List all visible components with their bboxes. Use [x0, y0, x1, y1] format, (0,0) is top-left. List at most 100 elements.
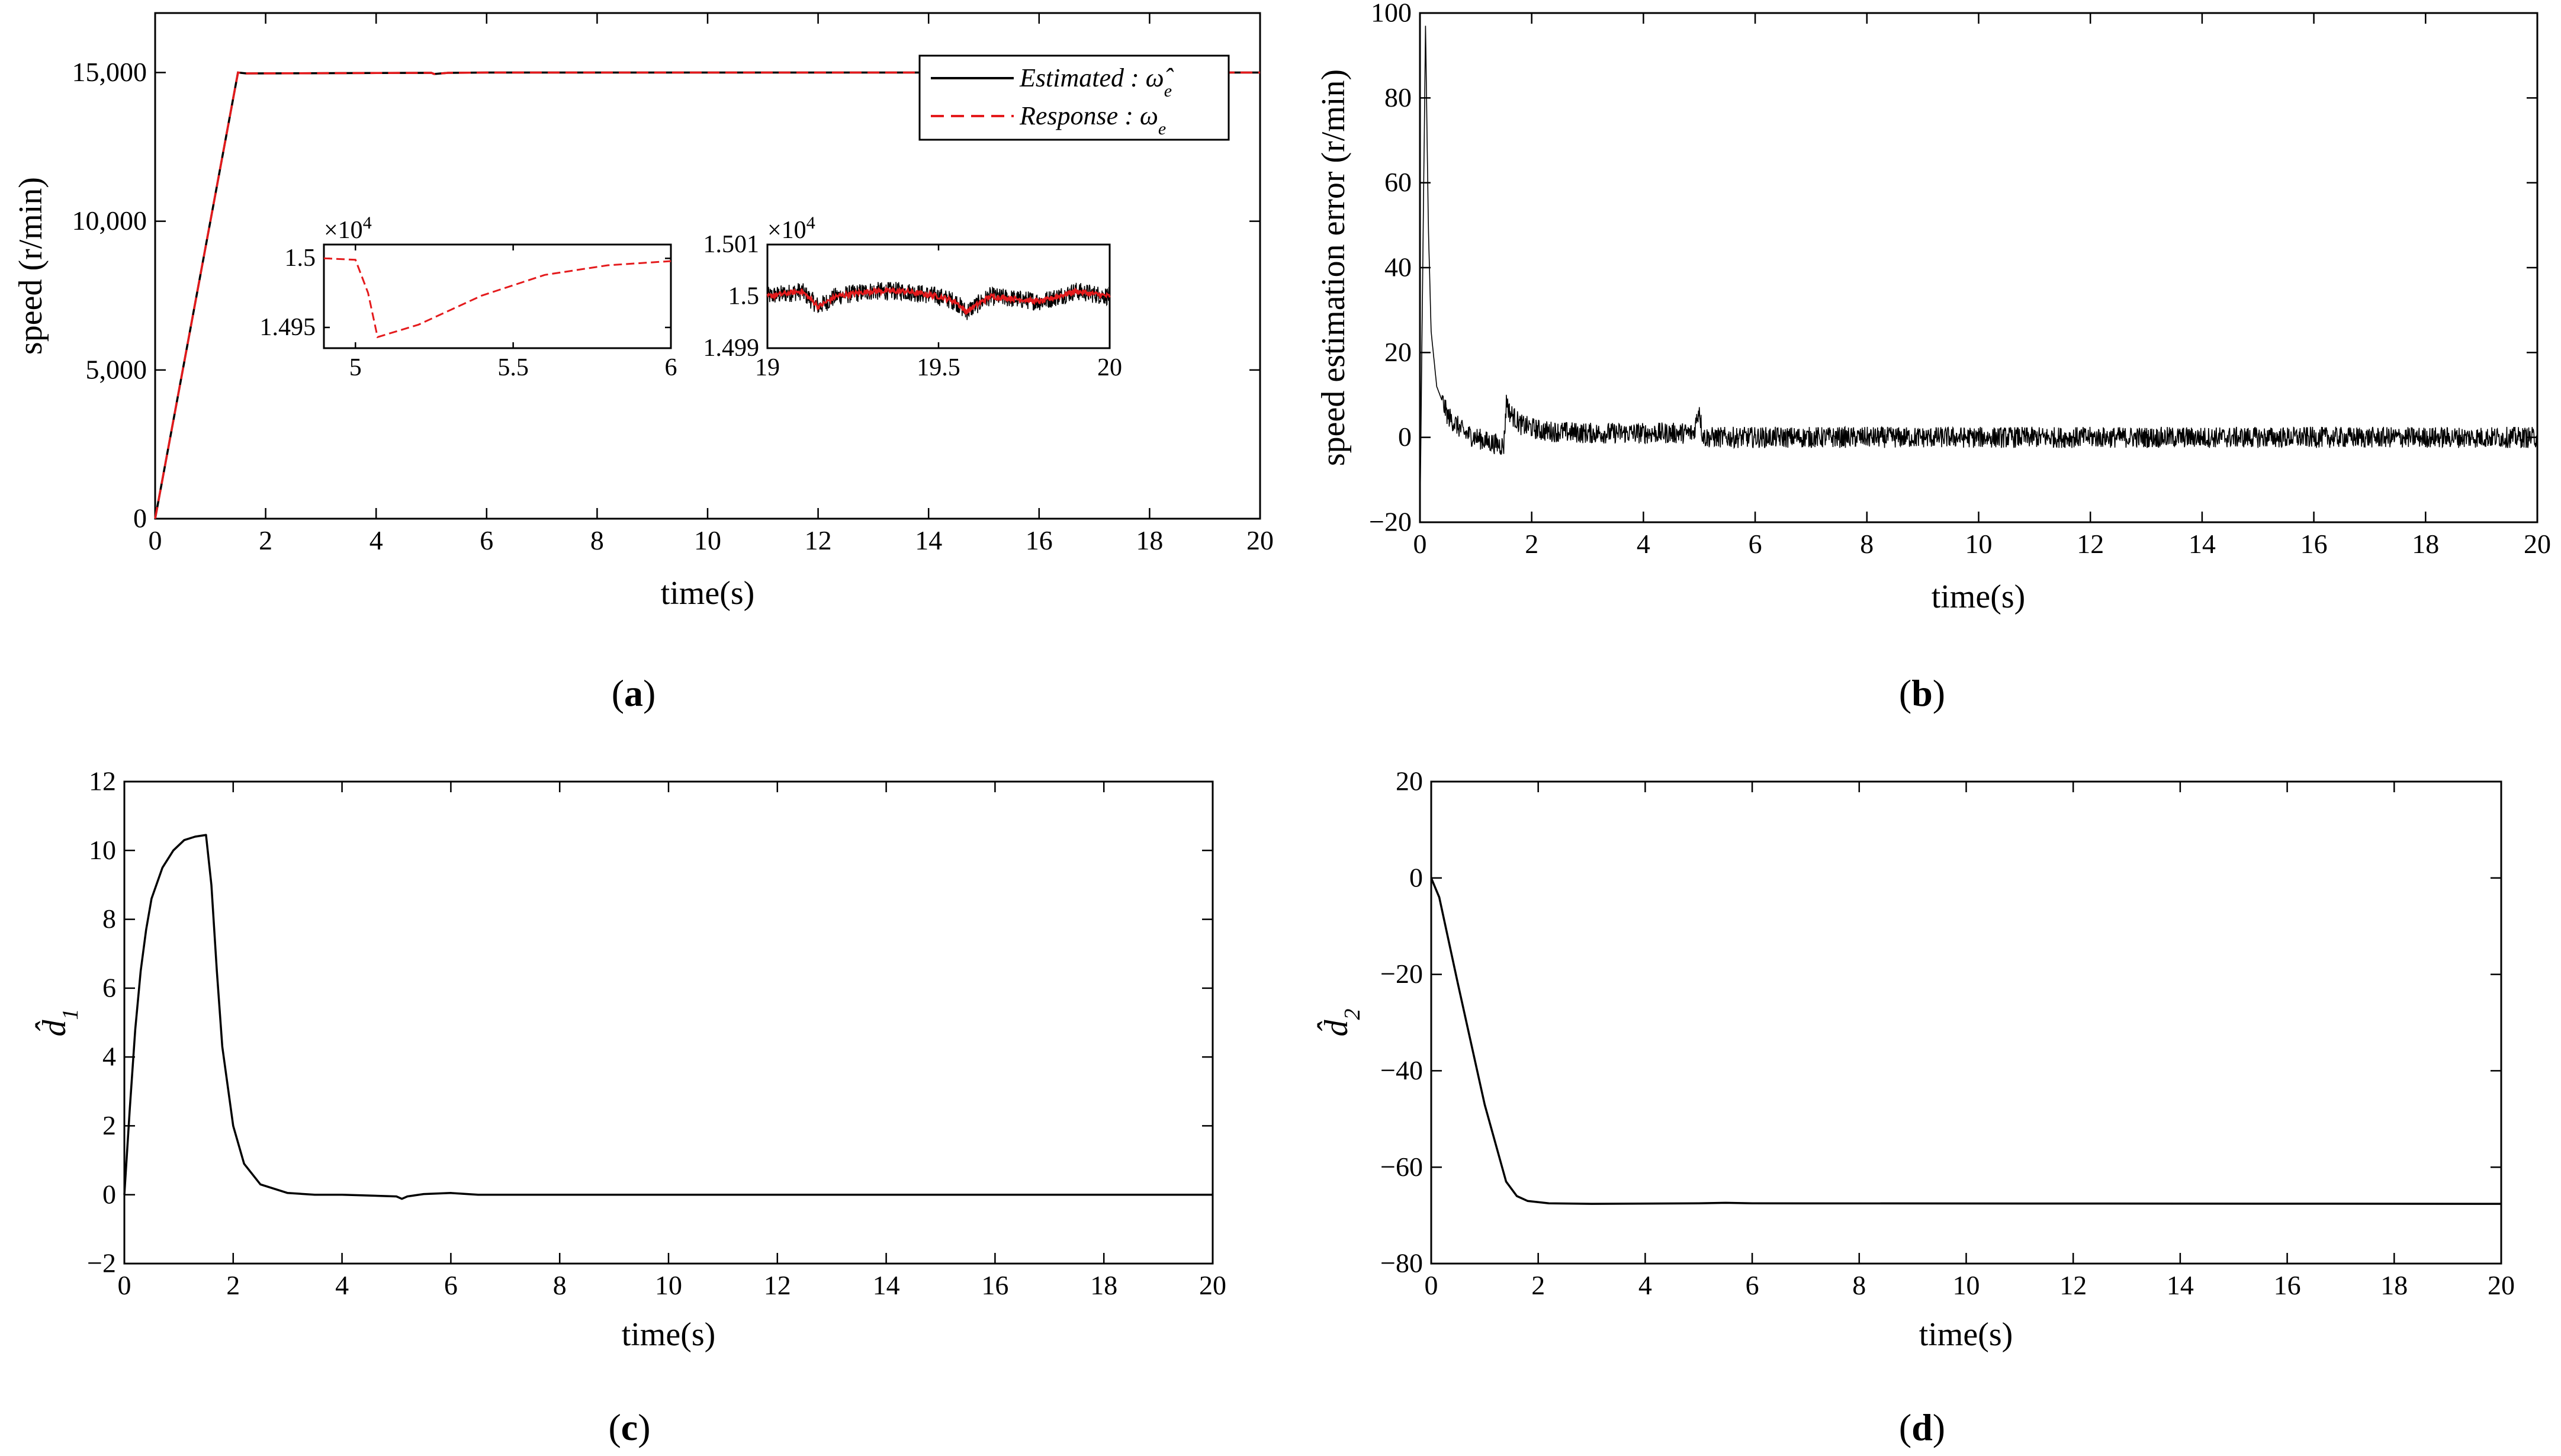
- panel-c-y-tick-label: 8: [102, 904, 116, 934]
- panel-c-x-tick-label: 12: [764, 1270, 791, 1300]
- panel-b-x-ticks: 0 2 4 6 8 10 12 14 16 18 20: [1413, 13, 2551, 559]
- panel-b-y-ticks: −20 0 20 40 60 80 100: [1369, 0, 2537, 537]
- inset-2-response-line: [766, 285, 1111, 315]
- panel-c-y-ticks: −2 0 2 4 6 8 10 12: [87, 766, 1213, 1278]
- caption-a: (a): [612, 672, 656, 714]
- panel-d-y-tick-label: −80: [1380, 1248, 1423, 1278]
- panel-d-x-tick-label: 14: [2167, 1270, 2194, 1300]
- panel-c-y-tick-label: 0: [102, 1179, 116, 1209]
- panel-c-y-tick-label: 2: [102, 1110, 116, 1140]
- caption-c: (c): [608, 1406, 650, 1448]
- inset-2-x-tick-label: 20: [1097, 354, 1122, 381]
- panel-d-y-tick-label: 20: [1396, 766, 1423, 796]
- panel-b-y-tick-label: 20: [1384, 337, 1412, 367]
- panel-a-inset-1: 5 5.5 6 1.495 1.5 ×104: [260, 213, 677, 382]
- panel-d-plot-area: [1430, 780, 2502, 1265]
- panel-b-y-tick-label: −20: [1369, 507, 1412, 537]
- inset-2-series: [766, 282, 1111, 320]
- panel-a-x-tick-label: 10: [694, 525, 721, 555]
- panel-d-x-tick-label: 20: [2488, 1270, 2515, 1300]
- panel-b-y-tick-label: 40: [1384, 252, 1412, 282]
- panel-d-x-tick-label: 2: [1531, 1270, 1545, 1300]
- panel-d-x-axis-label: time(s): [1919, 1316, 2013, 1353]
- inset-2-x-tick-label: 19: [755, 354, 780, 381]
- panel-c-y-axis-label: d̂1: [35, 1009, 83, 1037]
- panel-b-x-tick-label: 12: [2077, 529, 2104, 559]
- series-response-line: [154, 71, 1260, 519]
- panel-d-series: [1430, 878, 2502, 1205]
- inset-1-multiplier: ×104: [324, 213, 372, 245]
- panel-b-x-tick-label: 2: [1525, 529, 1538, 559]
- panel-b-series: [1419, 25, 2538, 523]
- panel-a-x-tick-label: 0: [149, 525, 162, 555]
- panel-d-x-tick-label: 10: [1953, 1270, 1980, 1300]
- panel-a-x-axis-label: time(s): [661, 575, 755, 612]
- panel-b-x-tick-label: 16: [2300, 529, 2328, 559]
- panel-c-x-tick-label: 20: [1199, 1270, 1226, 1300]
- panel-a-x-tick-label: 14: [915, 525, 942, 555]
- panel-a-y-ticks: 0 5,000 10,000 15,000: [72, 57, 1260, 533]
- inset-1-series: [323, 257, 671, 339]
- panel-b-x-tick-label: 20: [2524, 529, 2551, 559]
- panel-c-y-tick-label: 4: [102, 1042, 116, 1072]
- panel-c-y-tick-label: −2: [87, 1248, 116, 1278]
- inset-1-x-ticks: 5 5.5 6: [349, 245, 677, 381]
- panel-b-y-tick-label: 100: [1371, 0, 1412, 28]
- panel-d-y-tick-label: −40: [1380, 1055, 1423, 1085]
- panel-a-x-tick-label: 2: [259, 525, 272, 555]
- panel-b-x-tick-label: 14: [2189, 529, 2216, 559]
- panel-a-x-tick-label: 16: [1026, 525, 1053, 555]
- panel-a-x-tick-label: 12: [805, 525, 832, 555]
- panel-d-y-ticks: −80 −60 −40 −20 0 20: [1380, 766, 2501, 1278]
- panel-c-series: [123, 834, 1213, 1200]
- inset-1-x-tick-label: 5.5: [497, 354, 529, 381]
- panel-c-x-tick-label: 18: [1090, 1270, 1117, 1300]
- panel-c-x-tick-label: 6: [444, 1270, 458, 1300]
- inset-2-multiplier: ×104: [767, 213, 815, 245]
- panel-a-x-tick-label: 18: [1136, 525, 1163, 555]
- inset-1-y-tick-label: 1.5: [285, 245, 316, 272]
- panel-a-series: [154, 71, 1260, 519]
- panel-d-x-ticks: 0 2 4 6 8 10 12 14 16 18 20: [1425, 782, 2515, 1300]
- panel-a-x-tick-label: 4: [369, 525, 383, 555]
- panel-a-y-tick-label: 0: [133, 503, 147, 533]
- panel-b-y-tick-label: 80: [1384, 82, 1412, 113]
- panel-a-x-tick-label: 6: [480, 525, 493, 555]
- panel-b-x-tick-label: 18: [2412, 529, 2439, 559]
- panel-a-legend: Estimated : ω̂e Response : ωe: [918, 54, 1230, 141]
- panel-d: 0 2 4 6 8 10 12 14 16 18 20 −80 −60 −40 −20 0 20 time(s…: [1317, 766, 2515, 1448]
- panel-c-x-ticks: 0 2 4 6 8 10 12 14 16 18 20: [118, 782, 1226, 1300]
- panel-c-x-tick-label: 16: [981, 1270, 1008, 1300]
- panel-c-x-tick-label: 10: [655, 1270, 682, 1300]
- inset-1-y-tick-label: 1.495: [260, 314, 316, 341]
- panel-b-x-tick-label: 4: [1637, 529, 1650, 559]
- series-speed-error-line: [1419, 25, 2538, 523]
- panel-a-y-axis-label: speed (r/min): [12, 177, 49, 355]
- inset-1-response-line: [323, 257, 671, 339]
- panel-c-x-tick-label: 0: [118, 1270, 131, 1300]
- panel-d-x-tick-label: 18: [2380, 1270, 2408, 1300]
- panel-b-x-tick-label: 10: [1965, 529, 1993, 559]
- panel-c-x-axis-label: time(s): [622, 1316, 716, 1353]
- panel-a-x-tick-label: 8: [590, 525, 604, 555]
- legend-response-label: Response : ωe: [1019, 101, 1166, 139]
- inset-2-y-ticks: 1.499 1.5 1.501: [703, 231, 1110, 362]
- panel-c-x-tick-label: 8: [553, 1270, 567, 1300]
- inset-1-x-tick-label: 5: [349, 354, 362, 381]
- panel-d-y-tick-label: −20: [1380, 959, 1423, 989]
- panel-c-y-tick-label: 12: [89, 766, 116, 796]
- inset-2-y-tick-label: 1.499: [703, 335, 760, 362]
- panel-d-x-tick-label: 4: [1638, 1270, 1652, 1300]
- inset-2-x-tick-label: 19.5: [917, 354, 960, 381]
- panel-d-x-tick-label: 12: [2059, 1270, 2087, 1300]
- panel-c-x-tick-label: 2: [226, 1270, 240, 1300]
- panel-a-y-tick-label: 5,000: [86, 354, 147, 384]
- panel-b-x-tick-label: 6: [1749, 529, 1762, 559]
- panel-a-y-tick-label: 10,000: [72, 205, 147, 236]
- inset-2-y-tick-label: 1.5: [728, 282, 760, 310]
- panel-d-y-axis-label: d̂2: [1317, 1009, 1365, 1037]
- panel-a-x-ticks: 0 2 4 6 8 10 12 14 16 18 20: [149, 13, 1274, 555]
- panel-a-y-tick-label: 15,000: [72, 57, 147, 87]
